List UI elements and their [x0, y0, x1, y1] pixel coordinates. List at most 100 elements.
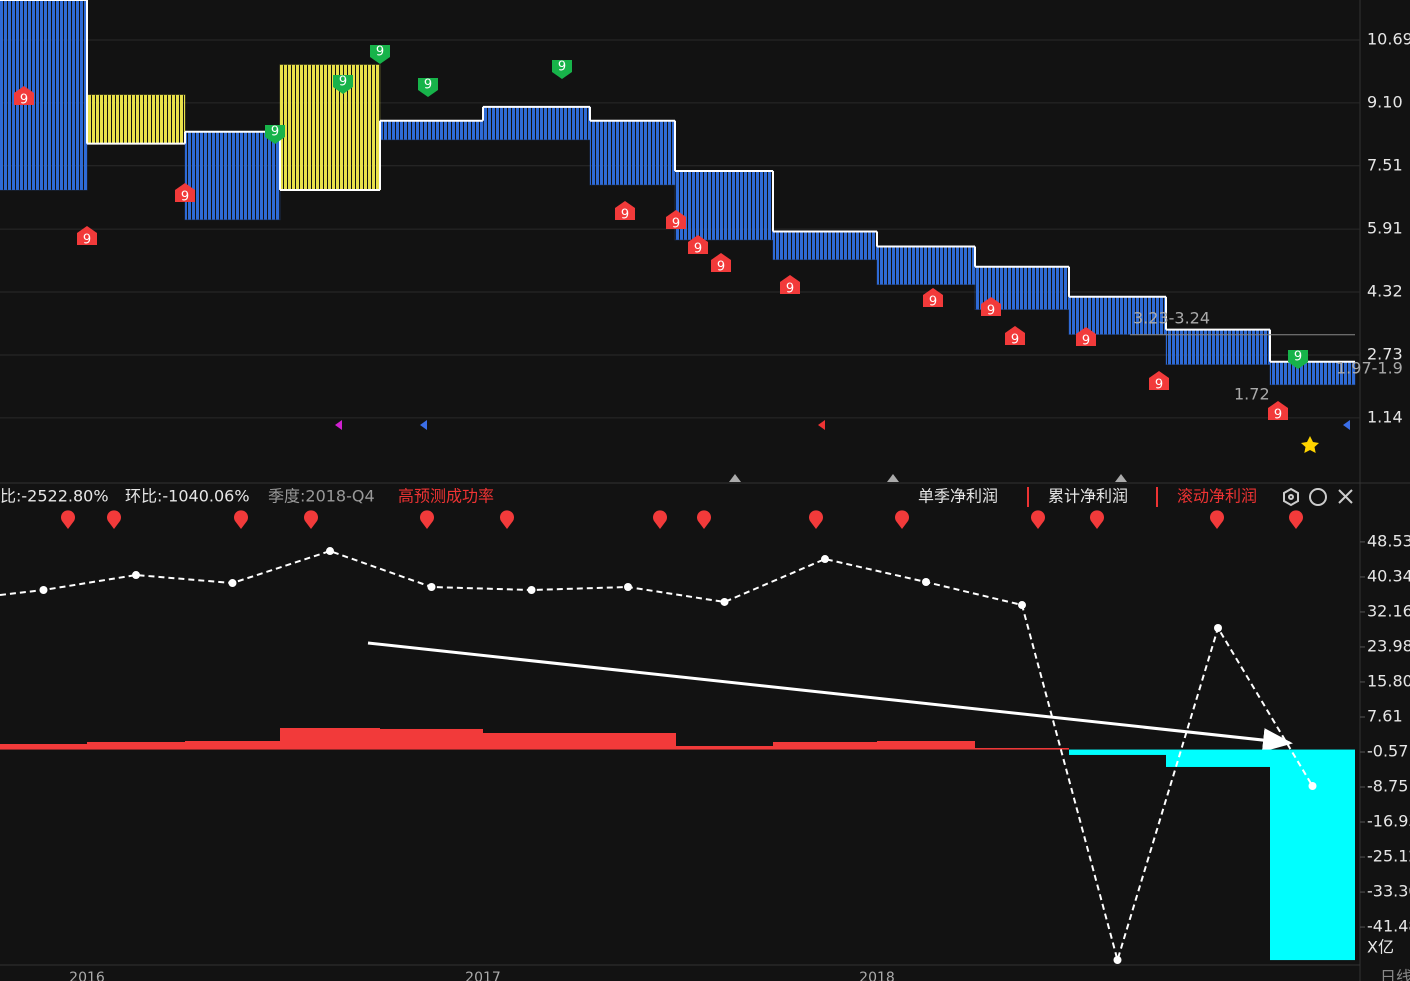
y-tick-label: 2.73 — [1367, 344, 1403, 363]
signal-label: 9 — [20, 93, 28, 108]
signal-green — [333, 75, 353, 94]
signal-label: 9 — [181, 190, 189, 205]
bar — [580, 733, 676, 750]
price-range — [674, 170, 774, 241]
star — [1301, 436, 1319, 453]
growth-point — [821, 555, 829, 564]
signal-label: 9 — [621, 208, 629, 223]
tab[interactable]: 累计净利润 — [1048, 487, 1128, 506]
signal-red — [1149, 371, 1169, 390]
event-marker — [809, 510, 823, 529]
y-tick-label: 40.34 — [1367, 566, 1410, 585]
flags — [335, 420, 1350, 430]
bar — [87, 741, 185, 750]
x-tick-label: 2018 — [859, 970, 895, 981]
price-range — [0, 0, 88, 191]
bar — [1069, 749, 1166, 755]
event-marker — [895, 510, 909, 529]
price-range — [279, 64, 381, 191]
tab-sep — [1027, 487, 1029, 507]
price-range — [482, 106, 591, 141]
triangles — [729, 474, 1127, 482]
event-marker — [61, 510, 76, 529]
signal-label: 9 — [1294, 350, 1302, 365]
signal-green — [418, 78, 438, 97]
x-tick-label: 2017 — [465, 970, 501, 981]
signal-red — [175, 183, 195, 202]
signal-label: 9 — [271, 125, 279, 140]
event-marker — [1210, 510, 1224, 529]
price-range — [86, 94, 186, 145]
y-tick-label: 1.14 — [1367, 407, 1403, 426]
signal-label: 9 — [1155, 378, 1163, 393]
badge[interactable]: 高预测成功率 — [398, 487, 494, 506]
y-tick-label: -8.75 — [1367, 777, 1408, 796]
growth-point — [527, 586, 536, 595]
signal-red — [666, 210, 686, 229]
bar — [185, 741, 280, 750]
growth-point — [326, 547, 334, 556]
growth-point — [922, 578, 930, 587]
growth-point — [1214, 623, 1222, 632]
quarter: 季度:2018-Q4 — [268, 487, 375, 506]
qoq: 环比:-1040.06% — [125, 487, 250, 506]
signal-red — [14, 86, 34, 105]
y-tick-label: 32.16 — [1367, 601, 1410, 620]
trend-arrow — [367, 641, 1293, 753]
annotation: 1.97-1.9 — [1336, 359, 1403, 378]
price-range — [589, 120, 676, 186]
signal-label: 9 — [717, 260, 725, 275]
tab[interactable]: 滚动净利润 — [1177, 487, 1257, 506]
bar — [773, 741, 877, 750]
icons[interactable] — [1283, 487, 1353, 507]
period: 日线 — [1380, 968, 1410, 981]
signal-label: 9 — [987, 304, 995, 319]
signal-label: 9 — [672, 217, 680, 232]
y-tick-label: -33.30 — [1367, 882, 1410, 901]
signal-label: 9 — [376, 45, 384, 60]
signal-red — [615, 201, 635, 220]
event-marker — [653, 510, 667, 529]
event-marker — [1031, 510, 1045, 529]
yoy: 比:-2522.80% — [0, 487, 109, 506]
tab[interactable]: 单季净利润 — [918, 487, 998, 506]
signal-green — [265, 125, 285, 144]
bar — [380, 728, 483, 750]
y-tick-label: -25.12 — [1367, 847, 1410, 866]
signal-red — [780, 275, 800, 294]
bar — [676, 746, 773, 750]
y-tick-label: -0.57 — [1367, 741, 1408, 760]
growth-point — [720, 597, 729, 606]
growth-point — [624, 583, 632, 592]
event-marker — [107, 510, 122, 529]
y-tick-label: -41.48 — [1367, 917, 1410, 936]
signal-label: 9 — [83, 233, 91, 248]
y-tick-label: 48.53 — [1367, 531, 1410, 550]
bar — [280, 727, 380, 750]
signal-label: 9 — [1274, 408, 1282, 423]
signal-label: 9 — [558, 60, 566, 75]
y-tick-label: 15.80 — [1367, 671, 1410, 690]
price-range — [772, 231, 878, 261]
y-tick-label: 10.69 — [1367, 29, 1410, 48]
bar — [0, 743, 87, 750]
signal-label: 9 — [929, 295, 937, 310]
growth-point — [1308, 782, 1317, 791]
signal-red — [1268, 401, 1288, 420]
signal-green — [370, 45, 390, 64]
signal-green — [552, 60, 572, 79]
signal-red — [923, 288, 943, 307]
y-tick-label: 7.61 — [1367, 706, 1403, 725]
signal-red — [1076, 327, 1096, 346]
bar — [975, 748, 1069, 750]
signal-red — [711, 253, 731, 272]
growth-point — [1018, 601, 1026, 610]
signal-red — [1005, 326, 1025, 345]
annotation: 3.23-3.24 — [1133, 309, 1210, 328]
price-range — [379, 120, 484, 141]
signal-label: 9 — [694, 242, 702, 257]
y-tick-label: -16.93 — [1367, 812, 1410, 831]
growth-point — [132, 571, 140, 580]
